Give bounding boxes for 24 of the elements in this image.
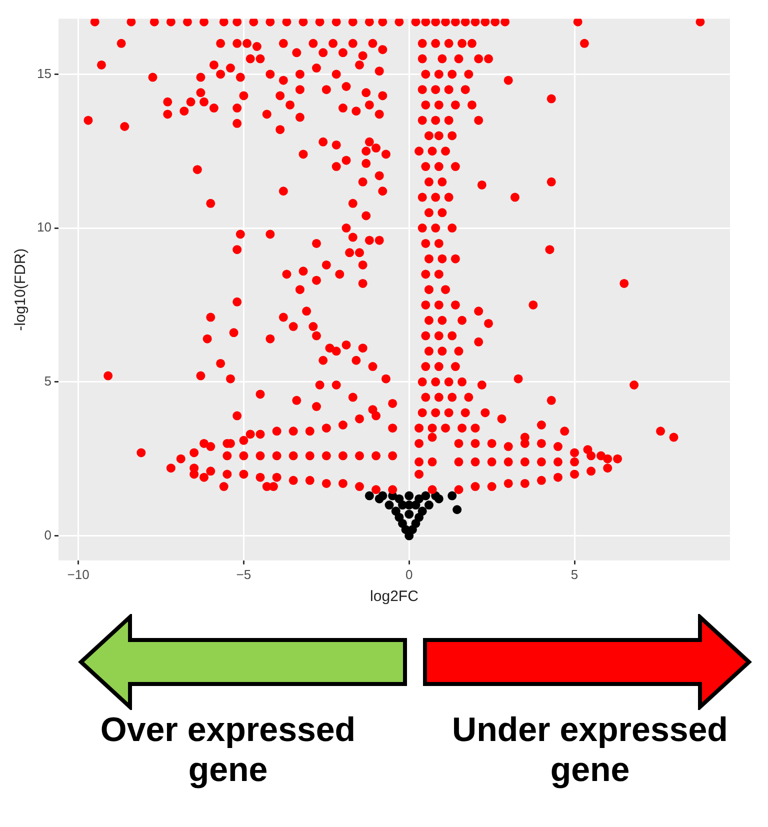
x-tick-label: −5 [236, 566, 252, 582]
point [424, 500, 434, 510]
point [378, 491, 388, 500]
y-tick-label: 15 [36, 66, 52, 81]
y-tick-label: 10 [36, 220, 52, 235]
point [418, 506, 427, 516]
point [414, 494, 424, 504]
point [391, 506, 400, 516]
x-tick-label: −10 [67, 566, 90, 582]
point [448, 491, 457, 500]
y-tick-label: 0 [44, 527, 52, 542]
x-axis-title: log2FC [370, 588, 419, 606]
x-tick-label: 5 [570, 566, 578, 582]
point [404, 491, 414, 500]
y-tick-label: 5 [44, 373, 52, 388]
text: Under expressed gene [451, 710, 729, 790]
text: Over expressed gene [99, 710, 357, 790]
point [364, 491, 374, 500]
point [394, 494, 404, 504]
x-tick-label: 0 [406, 566, 413, 582]
point [384, 500, 394, 510]
y-axis-title: -log10(FDR) [12, 248, 30, 331]
point [404, 510, 414, 519]
point [452, 505, 462, 514]
